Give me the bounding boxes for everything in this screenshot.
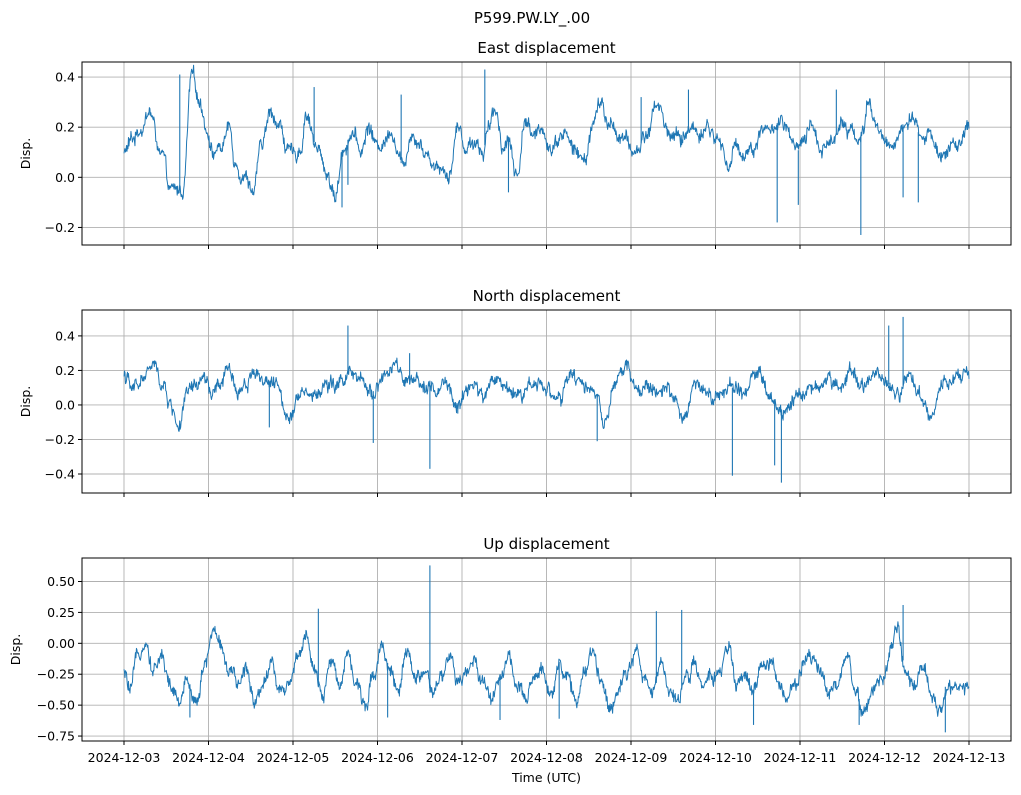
y-tick-label: −0.25 — [37, 667, 75, 682]
y-tick-label: −0.4 — [45, 467, 75, 482]
y-tick-label: −0.2 — [45, 432, 75, 447]
y-tick-label: 0.4 — [55, 328, 75, 343]
y-tick-label: 0.2 — [55, 120, 75, 135]
series-line — [123, 64, 970, 203]
up-x-ticks: 2024-12-03 2024-12-04 2024-12-05 2024-12-06… — [88, 741, 1006, 765]
y-tick-label: 0.0 — [55, 170, 75, 185]
x-tick-label: 2024-12-04 — [172, 750, 245, 765]
east-grid — [82, 62, 1011, 245]
north-displacement-panel: North displacement −0.4 −0.2 0.0 0.2 0.4 Dis… — [18, 287, 1012, 497]
y-tick-label: −0.50 — [37, 698, 75, 713]
north-x-ticks — [123, 493, 970, 497]
series-line — [123, 621, 970, 717]
y-tick-label: −0.75 — [37, 729, 75, 744]
east-displacement-panel: East displacement −0.2 0.0 0.2 0.4 Disp. — [18, 39, 1012, 249]
x-tick-label: 2024-12-03 — [88, 750, 161, 765]
x-tick-label: 2024-12-13 — [933, 750, 1006, 765]
x-axis-label: Time (UTC) — [511, 770, 581, 785]
north-series — [123, 316, 970, 483]
east-y-ticks: −0.2 0.0 0.2 0.4 — [45, 70, 82, 235]
east-x-ticks — [123, 245, 970, 249]
north-y-axis-label: Disp. — [18, 386, 33, 418]
x-tick-label: 2024-12-10 — [679, 750, 752, 765]
y-tick-label: 0.0 — [55, 397, 75, 412]
x-tick-label: 2024-12-09 — [595, 750, 668, 765]
y-tick-label: 0.2 — [55, 363, 75, 378]
up-y-ticks: −0.75 −0.50 −0.25 0.00 0.25 0.50 — [37, 574, 82, 744]
north-panel-title: North displacement — [473, 287, 621, 305]
x-tick-label: 2024-12-08 — [510, 750, 583, 765]
north-grid — [82, 310, 1011, 493]
up-series — [123, 565, 970, 733]
x-tick-label: 2024-12-11 — [764, 750, 837, 765]
up-y-axis-label: Disp. — [8, 634, 23, 666]
x-tick-label: 2024-12-06 — [341, 750, 414, 765]
y-tick-label: −0.2 — [45, 220, 75, 235]
east-panel-title: East displacement — [477, 39, 615, 57]
series-line — [123, 357, 970, 432]
y-tick-label: 0.4 — [55, 70, 75, 85]
up-panel-title: Up displacement — [483, 535, 609, 553]
y-tick-label: 0.25 — [47, 605, 75, 620]
up-displacement-panel: Up displacement −0.75 −0.50 −0.25 0.00 0.25 0… — [8, 535, 1012, 765]
x-tick-label: 2024-12-12 — [848, 750, 921, 765]
figure-suptitle: P599.PW.LY_.00 — [474, 9, 590, 28]
up-grid — [82, 558, 1011, 741]
y-tick-label: 0.50 — [47, 574, 75, 589]
north-y-ticks: −0.4 −0.2 0.0 0.2 0.4 — [45, 328, 82, 482]
y-tick-label: 0.00 — [47, 636, 75, 651]
x-tick-label: 2024-12-05 — [257, 750, 330, 765]
x-tick-label: 2024-12-07 — [426, 750, 499, 765]
east-series — [123, 64, 970, 235]
east-y-axis-label: Disp. — [18, 138, 33, 170]
